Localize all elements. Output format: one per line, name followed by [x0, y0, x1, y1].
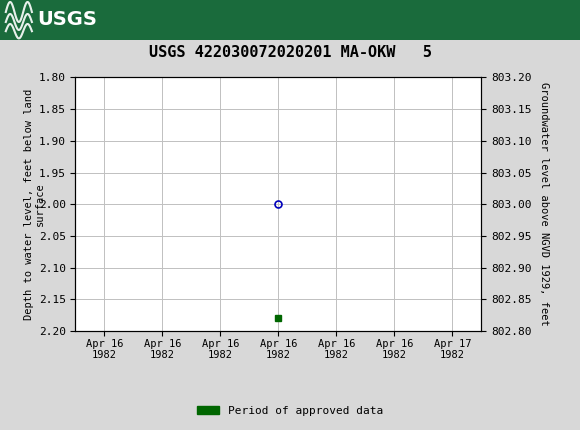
- Y-axis label: Groundwater level above NGVD 1929, feet: Groundwater level above NGVD 1929, feet: [539, 83, 549, 326]
- Legend: Period of approved data: Period of approved data: [193, 401, 387, 420]
- Text: USGS: USGS: [38, 10, 97, 30]
- Text: USGS 422030072020201 MA-OKW   5: USGS 422030072020201 MA-OKW 5: [148, 45, 432, 60]
- Y-axis label: Depth to water level, feet below land
surface: Depth to water level, feet below land su…: [24, 89, 45, 320]
